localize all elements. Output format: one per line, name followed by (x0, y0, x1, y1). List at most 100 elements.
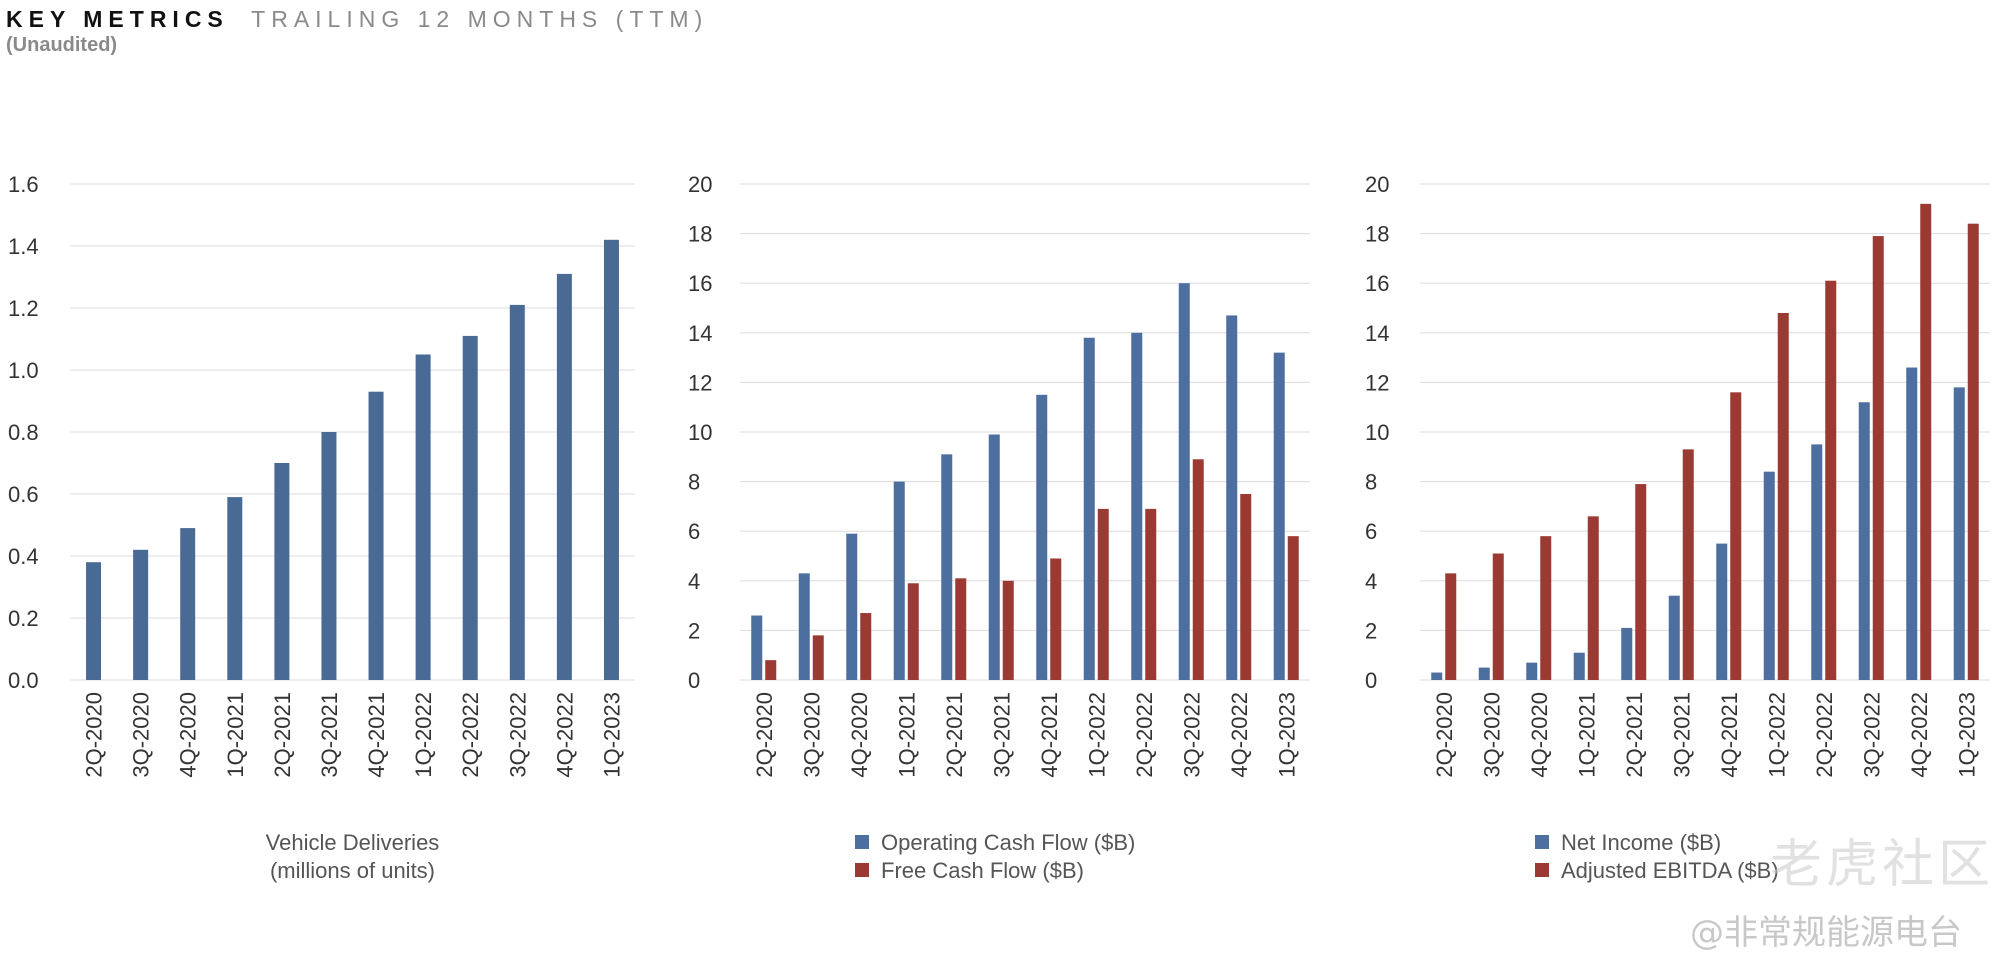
y-tick-label: 6 (688, 519, 700, 544)
bar-1-1Q-2022 (1083, 337, 1095, 680)
watermark-logo: 老虎社区 (1770, 835, 1995, 895)
bar-2-1Q-2022 (1097, 508, 1109, 680)
y-tick-label: 20 (1365, 172, 1389, 197)
y-tick-label: 1.2 (8, 296, 39, 321)
x-tick-label: 1Q-2023 (1954, 692, 1979, 778)
y-tick-label: 6 (1365, 519, 1377, 544)
x-tick-label: 1Q-2022 (1084, 692, 1109, 778)
bar-2-2Q-2021 (1635, 484, 1647, 680)
chart-panel-1: 0.0 0.2 0.4 0.6 0.8 1.0 1.2 1.4 1.6 2Q-2020 3Q-202… (8, 172, 635, 883)
bar-1-4Q-2021 (1716, 543, 1728, 680)
bar-1-4Q-2022 (1226, 315, 1238, 680)
y-tick-label: 8 (688, 470, 700, 495)
title-suffix: TRAILING 12 MONTHS (TTM) (251, 6, 709, 32)
y-tick-label: 2 (1365, 618, 1377, 643)
y-tick-label: 4 (688, 569, 700, 594)
x-tick-label: 4Q-2022 (552, 692, 577, 778)
y-tick-label: 0.2 (8, 606, 39, 631)
y-tick-label: 0.8 (8, 420, 39, 445)
bar-1-2Q-2022 (1131, 332, 1143, 680)
y-tick-label: 14 (1365, 321, 1389, 346)
x-tick-label: 1Q-2022 (411, 692, 436, 778)
legend-swatch-1 (855, 835, 869, 849)
y-tick-label: 1.0 (8, 358, 39, 383)
bar-1-3Q-2021 (1668, 595, 1680, 680)
x-tick-label: 4Q-2020 (847, 692, 872, 778)
bar-1-3Q-2022 (1178, 283, 1190, 680)
bar-2-4Q-2021 (1050, 558, 1062, 680)
x-tick-label: 1Q-2023 (1274, 692, 1299, 778)
bar-1-2Q-2021 (274, 463, 290, 680)
legend-swatch-1 (1535, 835, 1549, 849)
x-tick-label: 3Q-2021 (989, 692, 1014, 778)
x-tick-label: 1Q-2021 (894, 692, 919, 778)
bar-1-1Q-2023 (603, 239, 619, 681)
bar-1-1Q-2022 (1763, 471, 1775, 680)
x-axis-label: (millions of units) (270, 858, 435, 883)
bar-2-3Q-2020 (1492, 553, 1504, 680)
bar-1-1Q-2022 (415, 354, 431, 680)
x-axis-label: Vehicle Deliveries (266, 830, 440, 855)
x-tick-label: 2Q-2021 (942, 692, 967, 778)
bar-2-2Q-2021 (955, 578, 967, 680)
bar-1-1Q-2021 (893, 481, 905, 680)
y-tick-label: 10 (688, 420, 712, 445)
x-tick-label: 2Q-2021 (1622, 692, 1647, 778)
bar-1-4Q-2021 (1036, 394, 1048, 680)
bar-1-1Q-2021 (1573, 652, 1585, 680)
x-tick-label: 4Q-2020 (176, 692, 201, 778)
y-tick-label: 20 (688, 172, 712, 197)
y-tick-label: 0.6 (8, 482, 39, 507)
bar-1-4Q-2020 (1526, 662, 1538, 680)
bar-2-4Q-2022 (1920, 203, 1932, 680)
y-tick-label: 0 (688, 668, 700, 693)
bar-1-1Q-2021 (227, 497, 243, 680)
x-tick-label: 2Q-2022 (1132, 692, 1157, 778)
x-tick-label: 1Q-2023 (599, 692, 624, 778)
bar-1-2Q-2022 (462, 335, 478, 680)
bar-1-2Q-2020 (1431, 672, 1443, 680)
y-tick-label: 4 (1365, 569, 1377, 594)
x-tick-label: 2Q-2022 (458, 692, 483, 778)
y-tick-label: 0 (1365, 668, 1377, 693)
x-tick-label: 2Q-2020 (1432, 692, 1457, 778)
legend-label-1: Operating Cash Flow ($B) (881, 830, 1135, 855)
legend-swatch-2 (855, 863, 869, 877)
legend-label-2: Free Cash Flow ($B) (881, 858, 1084, 883)
watermark-text: @非常规能源电台 (1690, 913, 1962, 953)
bar-2-4Q-2021 (1730, 392, 1742, 680)
x-tick-label: 1Q-2021 (1574, 692, 1599, 778)
x-tick-label: 2Q-2021 (270, 692, 295, 778)
y-tick-label: 0.4 (8, 544, 39, 569)
y-tick-label: 0.0 (8, 668, 39, 693)
bar-1-4Q-2020 (180, 528, 196, 680)
bar-1-4Q-2020 (846, 533, 858, 680)
y-tick-label: 14 (688, 321, 712, 346)
bar-1-2Q-2021 (1621, 627, 1633, 680)
y-tick-label: 18 (1365, 222, 1389, 247)
bar-1-1Q-2023 (1273, 352, 1285, 680)
x-tick-label: 3Q-2020 (1479, 692, 1504, 778)
y-tick-label: 8 (1365, 470, 1377, 495)
x-tick-label: 2Q-2022 (1812, 692, 1837, 778)
bar-2-2Q-2020 (765, 660, 777, 680)
bar-1-3Q-2020 (798, 573, 810, 680)
legend-swatch-2 (1535, 863, 1549, 877)
bar-2-2Q-2020 (1445, 573, 1457, 680)
chart-panel-2: 0 2 4 6 8 10 12 14 16 18 20 2Q-2020 3Q-2020 4Q-2020 1Q… (688, 172, 1310, 883)
title-main: KEY METRICS (6, 6, 229, 32)
bar-1-3Q-2021 (321, 432, 337, 680)
x-tick-label: 3Q-2020 (799, 692, 824, 778)
legend-label-1: Net Income ($B) (1561, 830, 1721, 855)
bar-2-4Q-2020 (860, 613, 872, 680)
bar-2-2Q-2022 (1145, 508, 1157, 680)
x-tick-label: 4Q-2021 (364, 692, 389, 778)
bar-2-1Q-2023 (1287, 536, 1299, 680)
y-tick-label: 1.4 (8, 234, 39, 259)
y-tick-label: 12 (1365, 370, 1389, 395)
bar-1-3Q-2021 (988, 434, 1000, 680)
y-tick-label: 16 (1365, 271, 1389, 296)
y-tick-label: 1.6 (8, 172, 39, 197)
bar-2-3Q-2021 (1682, 449, 1694, 680)
bar-2-3Q-2022 (1872, 236, 1884, 680)
